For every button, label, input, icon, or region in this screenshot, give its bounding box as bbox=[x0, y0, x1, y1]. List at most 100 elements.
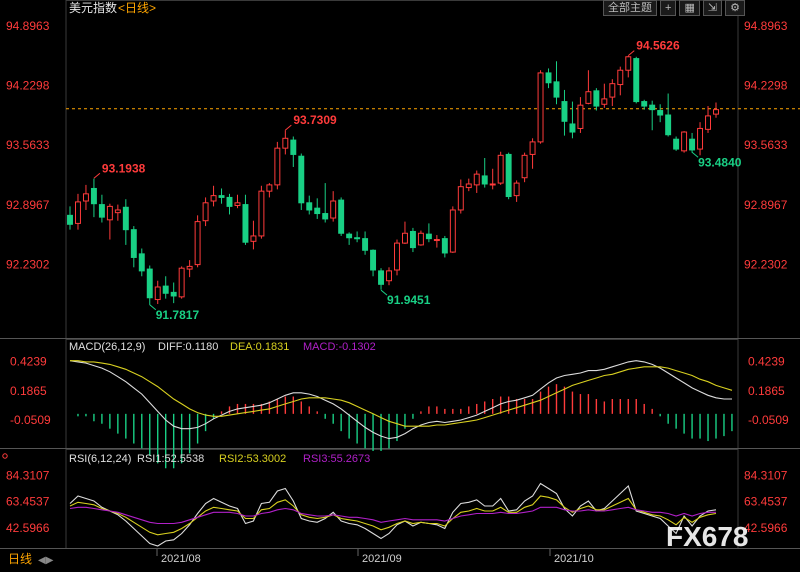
candle-body bbox=[282, 137, 289, 149]
x-axis-label: 2021/10 bbox=[554, 553, 594, 565]
candle-body bbox=[122, 206, 129, 231]
candle-body bbox=[154, 286, 161, 301]
settings-icon[interactable]: ⚙ bbox=[725, 0, 745, 16]
y-tick-label-left: 94.8963 bbox=[6, 19, 50, 33]
candle-body bbox=[585, 91, 592, 104]
candle-body bbox=[242, 204, 249, 243]
annotation-low-label: 93.4840 bbox=[698, 155, 742, 169]
macd-y-tick-left: 0.4239 bbox=[10, 354, 47, 368]
footer-arrow-icon: ◀▶ bbox=[38, 555, 54, 566]
macd-diff-readout: DIFF:0.1180 bbox=[158, 341, 218, 353]
candle-body bbox=[250, 235, 257, 242]
candle-body bbox=[202, 202, 209, 222]
rsi1-line bbox=[69, 482, 717, 547]
candle-body bbox=[409, 230, 416, 249]
y-tick-label-right: 94.8963 bbox=[744, 19, 788, 33]
candle-body bbox=[537, 72, 544, 143]
y-tick-label-left: 92.2302 bbox=[6, 258, 50, 272]
rsi-y-tick-left: 63.4537 bbox=[6, 495, 50, 509]
macd-y-tick-right: 0.1865 bbox=[748, 384, 785, 398]
candle-body bbox=[577, 104, 584, 129]
candle-body bbox=[330, 200, 337, 219]
candle-body bbox=[553, 81, 560, 98]
y-tick-label-left: 94.2298 bbox=[6, 78, 50, 92]
candle-body bbox=[290, 139, 297, 155]
macd-value-readout: MACD:-0.1302 bbox=[303, 341, 376, 353]
macd-dea-line bbox=[70, 360, 733, 427]
macd-y-tick-right: -0.0509 bbox=[748, 413, 789, 427]
y-tick-label-right: 92.8967 bbox=[744, 198, 788, 212]
candle-body bbox=[378, 270, 385, 285]
candle-body bbox=[561, 101, 568, 122]
rsi3-line bbox=[69, 506, 716, 525]
toolbar: 全部主题 + ▦ ⇲ ⚙ bbox=[603, 0, 745, 16]
candle-body bbox=[513, 182, 520, 197]
y-tick-label-left: 93.5633 bbox=[6, 138, 50, 152]
candle-body bbox=[625, 56, 632, 71]
grid-icon[interactable]: ▦ bbox=[679, 0, 700, 16]
annotation-low-label: 91.7817 bbox=[156, 308, 200, 322]
candle-body bbox=[425, 233, 432, 240]
candle-body bbox=[75, 201, 81, 224]
candle-body bbox=[218, 195, 225, 198]
candle-body bbox=[178, 267, 185, 298]
annotation-pointer bbox=[149, 304, 157, 311]
candle-body bbox=[417, 232, 424, 246]
candle-body bbox=[194, 221, 201, 266]
y-tick-label-right: 94.2298 bbox=[744, 78, 788, 92]
rsi-y-tick-right: 63.4537 bbox=[744, 495, 788, 509]
candle-body bbox=[601, 98, 608, 105]
candle-body bbox=[234, 202, 241, 206]
candle-body bbox=[713, 109, 719, 115]
candle-body bbox=[258, 190, 265, 237]
candle-body bbox=[226, 196, 233, 207]
annotation-high-label: 94.5626 bbox=[636, 39, 680, 53]
candle-body bbox=[473, 173, 480, 186]
add-icon[interactable]: + bbox=[660, 0, 677, 16]
candle-body bbox=[673, 138, 680, 150]
candle-body bbox=[497, 154, 504, 184]
candle-body bbox=[346, 233, 353, 239]
candle-body bbox=[569, 123, 576, 133]
rsi-title: RSI(6,12,24) bbox=[69, 453, 131, 465]
annotation-pointer bbox=[380, 289, 388, 296]
candle-body bbox=[338, 199, 345, 234]
rsi-y-tick-left: 42.5966 bbox=[6, 521, 50, 535]
candle-body bbox=[210, 195, 217, 202]
candle-body bbox=[90, 187, 97, 205]
candle-body bbox=[186, 265, 193, 270]
candle-body bbox=[689, 138, 696, 151]
annotation-low-label: 91.9451 bbox=[387, 293, 431, 307]
chart-period: <日线> bbox=[118, 1, 156, 15]
candle-body bbox=[266, 184, 273, 192]
macd-diff-line bbox=[69, 360, 732, 440]
candle-body bbox=[545, 72, 552, 84]
macd-dea-readout: DEA:0.1831 bbox=[230, 341, 289, 353]
candle-body bbox=[370, 249, 377, 271]
theme-button[interactable]: 全部主题 bbox=[603, 0, 657, 16]
footer-period-label: 日线 bbox=[8, 552, 32, 566]
candle-body bbox=[130, 229, 137, 258]
rsi-y-tick-left: 84.3107 bbox=[6, 469, 50, 483]
macd-y-tick-right: 0.4239 bbox=[748, 354, 785, 368]
candle-body bbox=[593, 90, 600, 107]
export-icon[interactable]: ⇲ bbox=[702, 0, 723, 16]
annotation-pointer bbox=[627, 50, 635, 57]
candle-body bbox=[633, 58, 640, 103]
rsi-y-tick-right: 84.3107 bbox=[744, 469, 788, 483]
candle-body bbox=[705, 115, 711, 130]
rsi2-readout: RSI2:53.3002 bbox=[219, 453, 286, 465]
candle-body bbox=[106, 205, 113, 221]
annotation-pointer bbox=[93, 172, 101, 179]
candle-body bbox=[681, 131, 688, 152]
candle-body bbox=[362, 238, 369, 251]
candle-body bbox=[306, 202, 313, 211]
y-tick-label-left: 92.8967 bbox=[6, 198, 50, 212]
candle-body bbox=[162, 285, 169, 294]
x-axis-label: 2021/09 bbox=[362, 553, 402, 565]
rsi2-line bbox=[69, 495, 717, 536]
candle-body bbox=[146, 268, 153, 299]
candle-body bbox=[449, 209, 456, 253]
